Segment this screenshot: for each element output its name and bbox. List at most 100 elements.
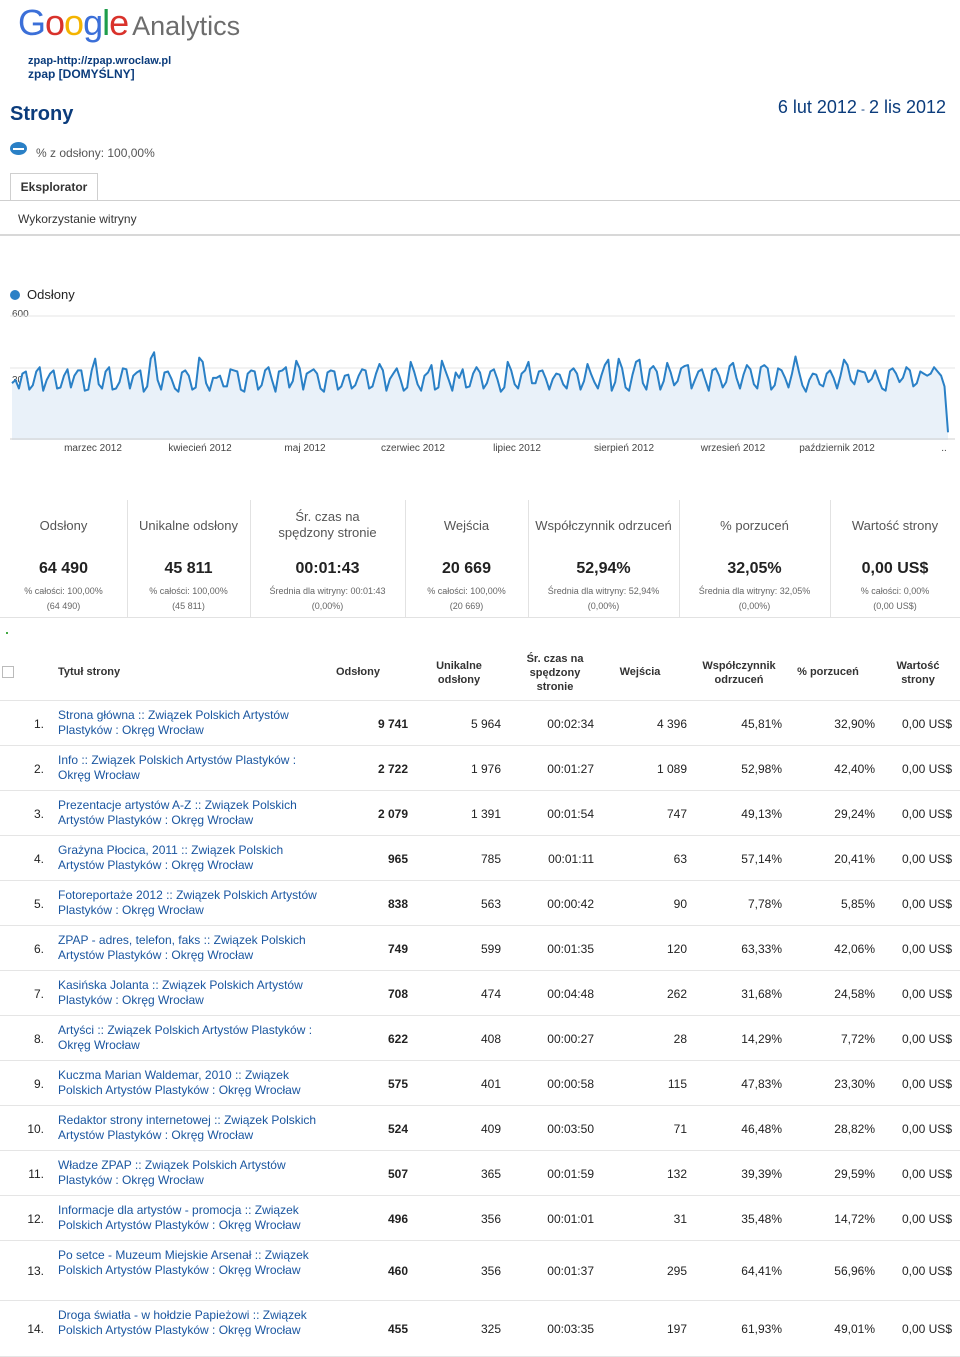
table-header-divider: [0, 700, 960, 701]
cell-bounce: 14,29%: [741, 1031, 782, 1046]
col-header-exit[interactable]: % porzuceń: [797, 666, 859, 678]
cell-exit: 29,24%: [834, 806, 875, 821]
cell-bounce: 63,33%: [741, 941, 782, 956]
summary-label-text: Wartość strony: [851, 517, 939, 533]
summary-sub1: % całości: 100,00%: [427, 586, 506, 596]
cell-bounce: 7,78%: [747, 896, 782, 911]
tab-explorer[interactable]: Eksplorator: [10, 173, 98, 201]
cell-value: 0,00 US$: [901, 1322, 952, 1336]
select-all-checkbox[interactable]: [2, 666, 14, 678]
summary-sub1: % całości: 100,00%: [24, 586, 103, 596]
cell-exit: 5,85%: [840, 896, 875, 911]
series-area-fill: [12, 352, 948, 440]
row-divider: [0, 1015, 960, 1016]
cell-value: 0,00 US$: [901, 1166, 952, 1181]
page-title-link[interactable]: ZPAP - adres, telefon, faks :: Związek P…: [58, 933, 306, 962]
legend-series-label: Odsłony: [27, 287, 75, 302]
table-row: 6. ZPAP - adres, telefon, faks :: Związek…: [0, 926, 960, 971]
row-index: 13.: [27, 1264, 44, 1278]
col-header-pageviews[interactable]: Odsłony: [335, 666, 380, 678]
row-divider: [0, 970, 960, 971]
summary-separator: [405, 500, 406, 618]
cell-value: 0,00 US$: [901, 1264, 952, 1278]
row-index: 10.: [27, 1121, 44, 1136]
summary-sub2: (0,00%): [587, 601, 620, 611]
col-header-value[interactable]: Wartość strony: [896, 660, 940, 686]
summary-label-text: Współczynnik odrzuceń: [535, 517, 672, 533]
cell-bounce: 31,68%: [741, 986, 782, 1001]
page-title-link[interactable]: Informacje dla artystów - promocja :: Zw…: [58, 1203, 301, 1232]
cell-pageviews: 460: [387, 1264, 408, 1278]
cell-unique: 408: [480, 1031, 501, 1046]
cell-unique: 365: [480, 1166, 501, 1181]
page-title-link[interactable]: Redaktor strony internetowej :: Związek …: [58, 1113, 317, 1142]
row-index: 4.: [33, 851, 44, 866]
summary-value: 32,05%: [727, 560, 782, 577]
cell-bounce: 52,98%: [741, 761, 782, 776]
col-header-entrances[interactable]: Wejścia: [619, 666, 661, 678]
page-title-link[interactable]: Info :: Związek Polskich Artystów Plasty…: [58, 753, 297, 782]
cell-avg-time: 00:01:37: [547, 1264, 594, 1278]
cell-pageviews: 622: [387, 1031, 408, 1046]
segment-summary: % z odsłony: 100,00%: [36, 146, 155, 160]
table-row: 14. Droga światła - w hołdzie Papieżowi :…: [0, 1301, 960, 1357]
cell-exit: 29,59%: [834, 1166, 875, 1181]
cell-pageviews: 2 079: [377, 806, 408, 821]
summary-card-4: 52,94% Średnia dla witryny: 52,94% (0,00%): [528, 552, 679, 616]
cell-exit: 42,06%: [834, 941, 875, 956]
summary-label-text: Śr. czas na spędzony stronie: [278, 509, 377, 540]
row-index: 14.: [27, 1322, 44, 1336]
row-index: 11.: [28, 1166, 44, 1181]
col-header-unique[interactable]: Unikalne odsłony: [436, 660, 482, 686]
cell-avg-time: 00:01:35: [547, 941, 594, 956]
page-title-link[interactable]: Kuczma Marian Waldemar, 2010 :: Związek …: [58, 1068, 301, 1097]
page-title-link[interactable]: Artyści :: Związek Polskich Artystów Pla…: [58, 1023, 313, 1052]
cell-avg-time: 00:03:50: [547, 1121, 594, 1136]
cell-value: 0,00 US$: [901, 806, 952, 821]
table-row: 13. Po setce - Muzeum Miejskie Arsenał ::…: [0, 1241, 960, 1301]
page-title-link[interactable]: Po setce - Muzeum Miejskie Arsenał :: Zw…: [58, 1248, 309, 1277]
cell-exit: 56,96%: [834, 1264, 875, 1278]
page-title: Strony: [10, 103, 74, 125]
row-index: 7.: [33, 986, 44, 1001]
page-title-link[interactable]: Kasińska Jolanta :: Związek Polskich Art…: [58, 978, 303, 1007]
page-title-link[interactable]: Prezentacje artystów A-Z :: Związek Pols…: [58, 798, 297, 827]
summary-sub1: % całości: 0,00%: [860, 586, 930, 596]
subtab-site-usage[interactable]: Wykorzystanie witryny: [18, 212, 137, 226]
tab-divider: [0, 200, 960, 201]
row-index: 8.: [33, 1031, 44, 1046]
table-row: 11. Władze ZPAP :: Związek Polskich Artys…: [0, 1151, 960, 1196]
summary-sub1: Średnia dla witryny: 32,05%: [698, 586, 811, 596]
table-row: 8. Artyści :: Związek Polskich Artystów P…: [0, 1016, 960, 1061]
profile-name[interactable]: zpap [DOMYŚLNY]: [28, 67, 135, 81]
cell-unique: 356: [480, 1211, 501, 1226]
date-range[interactable]: 6 lut 2012-2 lis 2012: [778, 97, 946, 118]
table-row: 9. Kuczma Marian Waldemar, 2010 :: Związe…: [0, 1061, 960, 1106]
cell-unique: 401: [480, 1076, 501, 1091]
cell-value: 0,00 US$: [901, 941, 952, 956]
summary-sub2: (20 669): [449, 601, 484, 611]
logo-analytics-text: Analytics: [132, 11, 241, 41]
cell-entrances: 63: [673, 851, 687, 866]
account-url[interactable]: zpap-http://zpap.wroclaw.pl: [28, 55, 172, 67]
cell-unique: 563: [480, 896, 501, 911]
page-title-link[interactable]: Strona główna :: Związek Polskich Artyst…: [58, 708, 289, 737]
page-title-link[interactable]: Droga światła - w hołdzie Papieżowi :: Z…: [58, 1308, 307, 1337]
col-header-bounce[interactable]: Współczynnik odrzuceń: [702, 660, 776, 686]
cell-avg-time: 00:01:01: [547, 1211, 594, 1226]
page-title-link[interactable]: Władze ZPAP :: Związek Polskich Artystów…: [58, 1158, 286, 1187]
cell-pageviews: 749: [387, 941, 408, 956]
summary-sub1: Średnia dla witryny: 00:01:43: [269, 586, 386, 596]
cell-value: 0,00 US$: [901, 851, 952, 866]
cell-exit: 23,30%: [834, 1076, 875, 1091]
col-header-avg-time[interactable]: Śr. czas na spędzony stronie: [526, 653, 584, 693]
col-header-title[interactable]: Tytuł strony: [58, 666, 121, 678]
date-separator: -: [860, 102, 865, 116]
summary-sub2: (64 490): [46, 601, 81, 611]
summary-separator: [830, 500, 831, 618]
cell-exit: 7,72%: [840, 1031, 875, 1046]
table-row: 7. Kasińska Jolanta :: Związek Polskich A…: [0, 971, 960, 1016]
page-title-link[interactable]: Fotoreportaże 2012 :: Związek Polskich A…: [58, 888, 317, 917]
page-title-link[interactable]: Grażyna Płocica, 2011 :: Związek Polskic…: [58, 843, 284, 872]
row-index: 6.: [33, 941, 44, 956]
